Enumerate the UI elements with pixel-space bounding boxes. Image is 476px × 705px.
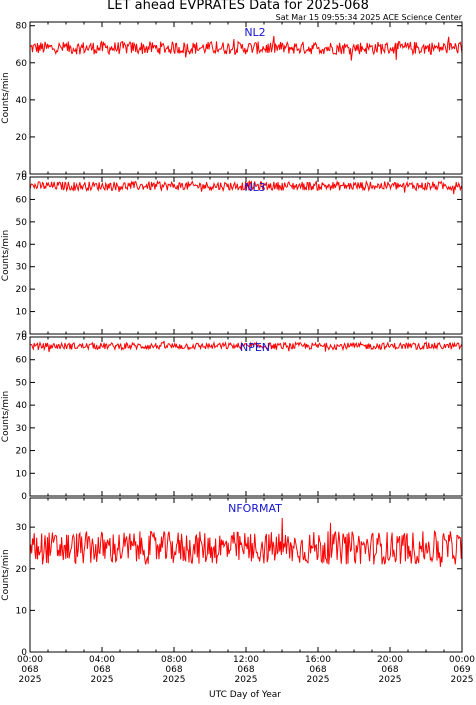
panel-frame [29,176,463,335]
panel-frame [29,497,463,653]
x-tick-label: 08:00 [161,655,187,665]
y-tick-label: 0 [21,492,27,502]
y-tick-label: 80 [16,22,28,32]
y-tick-label: 60 [16,356,28,366]
x-tick-label: 2025 [235,675,258,685]
x-tick-label: 2025 [307,675,330,685]
y-tick-label: 50 [16,218,28,228]
y-tick-label: 50 [16,378,28,388]
x-tick-label: 2025 [163,675,186,685]
x-tick-label: 2025 [451,675,474,685]
y-tick-label: 20 [16,565,28,575]
x-axis-label: UTC Day of Year [209,690,281,700]
panel-nl3: 0 10 20 30 40 50 60 70 NL3 Counts/min [1,173,463,340]
y-tick-label: 40 [16,240,28,250]
y-axis-label: Counts/min [1,230,11,281]
timestamp: Sat Mar 15 09:55:34 2025 ACE Science Cen… [276,13,463,22]
panel-npen: 0 10 20 30 40 50 60 70 NPEN Counts/min [1,333,463,502]
x-tick-label: 2025 [19,675,42,685]
y-tick-label: 0 [21,170,27,180]
x-tick-label: 068 [21,665,38,675]
chart-title: LET ahead EVPRATES Data for 2025-068 [107,0,369,13]
panel-nformat: 0 10 20 30 NFORMAT Counts/min [1,497,463,658]
y-tick-label: 30 [16,424,28,434]
x-tick-label: 068 [381,665,398,675]
x-tick-label: 069 [453,665,470,675]
y-tick-label: 10 [16,469,28,479]
y-tick-label: 20 [16,447,28,457]
y-tick-label: 30 [16,263,28,273]
series-line-nformat [29,517,463,567]
x-tick-label: 20:00 [377,655,403,665]
x-tick-label: 16:00 [305,655,331,665]
series-line-nl2 [29,35,463,61]
x-tick-label: 04:00 [89,655,115,665]
y-tick-label: 10 [16,606,28,616]
panel-nl2: 0 20 40 60 80 NL2 Counts/min [1,21,463,180]
y-tick-label: 40 [16,96,28,106]
x-tick-label: 068 [309,665,326,675]
y-tick-label: 70 [16,333,28,343]
x-tick-label: 068 [93,665,110,675]
y-axis-label: Counts/min [1,391,11,442]
x-tick-label: 00:00 [449,655,475,665]
x-tick-label: 12:00 [233,655,259,665]
y-axis-label: Counts/min [1,549,11,600]
x-tick-label: 2025 [379,675,402,685]
y-tick-label: 0 [21,330,27,340]
x-axis: 00:00068202504:00068202508:00068202512:0… [17,655,475,685]
y-tick-label: 70 [16,173,28,183]
panels: 0 20 40 60 80 NL2 Counts/min 0 10 20 30 40 50 60 70 NL3… [1,21,463,658]
y-tick-label: 10 [16,308,28,318]
y-tick-label: 20 [16,133,28,143]
panel-frame [29,336,463,497]
series-line-npen [29,340,463,353]
x-tick-label: 068 [165,665,182,675]
x-tick-label: 068 [237,665,254,675]
y-tick-label: 40 [16,401,28,411]
y-axis-label: Counts/min [1,72,11,123]
series-line-nl3 [29,179,463,195]
x-tick-label: 2025 [91,675,114,685]
y-tick-label: 60 [16,59,28,69]
series-label-nl2: NL2 [244,26,265,39]
y-tick-label: 30 [16,523,28,533]
x-tick-label: 00:00 [17,655,43,665]
y-tick-label: 60 [16,195,28,205]
series-label-nl3: NL3 [244,181,265,194]
y-tick-label: 20 [16,285,28,295]
series-label-npen: NPEN [240,341,270,354]
series-label-nformat: NFORMAT [228,502,282,515]
y-tick-label: 0 [21,648,27,658]
